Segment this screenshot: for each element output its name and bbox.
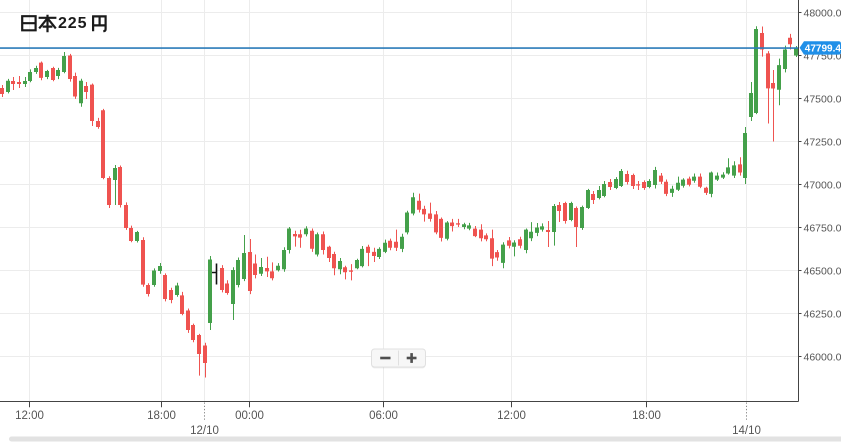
svg-text:47799.4: 47799.4 (805, 43, 841, 54)
svg-text:46250.0: 46250.0 (804, 308, 841, 320)
svg-text:46500.0: 46500.0 (804, 265, 841, 277)
svg-text:18:00: 18:00 (632, 410, 661, 422)
svg-text:47250.0: 47250.0 (804, 136, 841, 148)
svg-text:00:00: 00:00 (235, 410, 264, 422)
svg-text:47000.0: 47000.0 (804, 179, 841, 191)
svg-text:14/10: 14/10 (732, 425, 761, 437)
svg-text:47500.0: 47500.0 (804, 93, 841, 105)
svg-text:48000.0: 48000.0 (804, 7, 841, 19)
svg-text:46000.0: 46000.0 (804, 351, 841, 363)
svg-text:12:00: 12:00 (497, 410, 526, 422)
svg-text:12/10: 12/10 (190, 425, 219, 437)
svg-text:46750.0: 46750.0 (804, 222, 841, 234)
svg-text:06:00: 06:00 (369, 410, 398, 422)
svg-text:12:00: 12:00 (15, 410, 44, 422)
svg-text:18:00: 18:00 (147, 410, 176, 422)
svg-text:225: 225 (58, 15, 87, 32)
